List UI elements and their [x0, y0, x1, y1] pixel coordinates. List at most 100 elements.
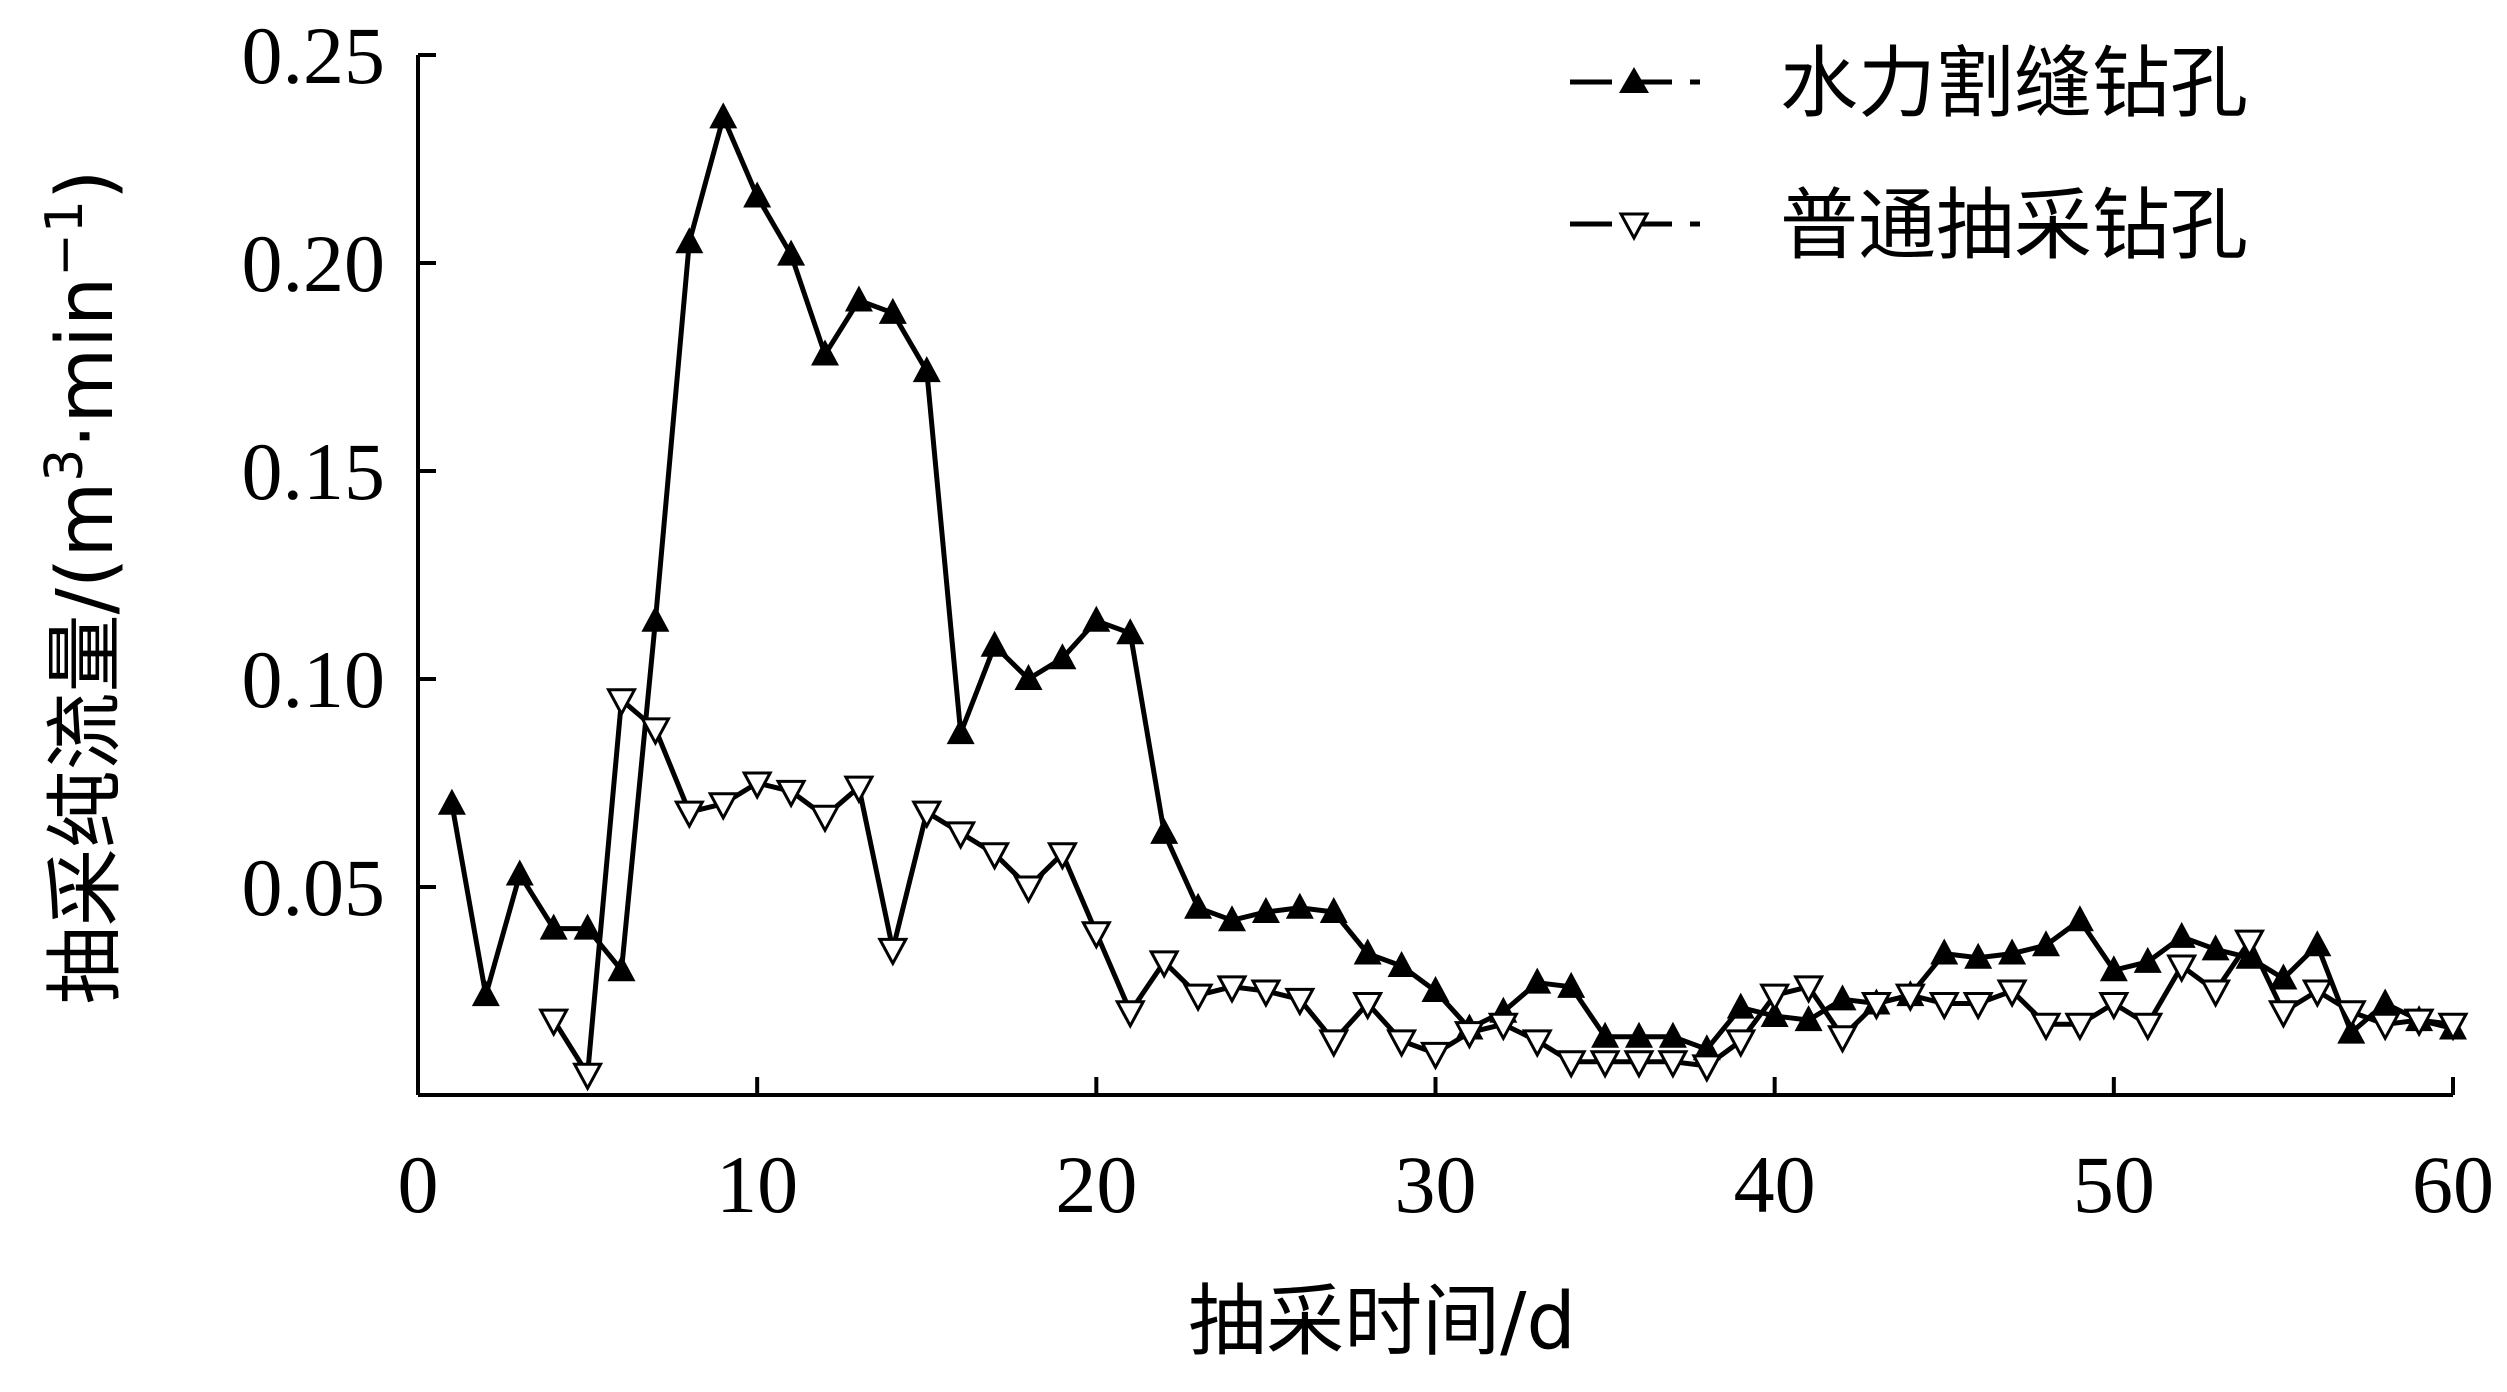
- y-tick-label: 0.25: [242, 10, 386, 101]
- series-2-point: [2064, 1012, 2096, 1042]
- series-2-point: [2200, 979, 2232, 1009]
- series-1-point: [607, 955, 636, 982]
- ticks: [416, 53, 2455, 1095]
- series-1-point: [2032, 930, 2060, 957]
- series-1-point: [2303, 930, 2332, 957]
- series-1-point: [1658, 1021, 1687, 1048]
- y-tick-label: 0.20: [242, 218, 386, 309]
- series-1-point: [1523, 967, 1552, 994]
- series-2-point: [2030, 1012, 2062, 1042]
- series-1-point: [471, 980, 500, 1007]
- x-tick-label: 50: [2073, 1139, 2155, 1230]
- series-2-point: [1453, 1021, 1485, 1050]
- series-1-point: [1828, 984, 1857, 1011]
- series-1-point: [1353, 938, 1382, 965]
- x-tick-label: 20: [1055, 1139, 1137, 1230]
- series-1-point: [1116, 618, 1145, 645]
- series-2-point: [2335, 1000, 2367, 1029]
- series-2-point: [1860, 991, 1892, 1021]
- series-1-point: [777, 239, 806, 266]
- legend-label-2: 普通抽采钻孔: [1780, 181, 2248, 271]
- series-2-point: [2403, 1008, 2435, 1038]
- series-2-point: [2233, 929, 2266, 959]
- y-tick-label: 0.05: [242, 842, 386, 933]
- series-1-point: [1625, 1021, 1653, 1048]
- series-2-point: [1318, 1029, 1350, 1059]
- x-axis-title: 抽采时间/d: [1188, 1277, 1576, 1367]
- y-tick-label: 0.15: [242, 426, 386, 517]
- series-1-point: [675, 227, 704, 254]
- series-2-point: [707, 792, 739, 821]
- series-1-point: [1218, 905, 1246, 932]
- tick-labels: 0 10 20 30 40 50 60 0.05 0.10 0.15 0.20 0.25: [242, 10, 2495, 1230]
- x-tick-label: 0: [398, 1139, 439, 1230]
- series-2-point: [809, 804, 841, 834]
- series-2-point: [605, 688, 638, 717]
- series-1-point: [2269, 963, 2298, 990]
- x-tick-label: 60: [2412, 1139, 2494, 1230]
- series-2-point: [538, 1008, 570, 1038]
- legend-item-hydraulic-slotting: 水力割缝钻孔: [1570, 39, 2248, 129]
- series-1-point: [2371, 988, 2400, 1015]
- series-1-point: [1557, 971, 1586, 998]
- legend-marker-hollow-triangle-icon: [1618, 212, 1650, 242]
- series-2-point: [2166, 954, 2198, 984]
- series-1-point: [1150, 817, 1179, 844]
- series-1-point: [1930, 938, 1959, 965]
- series-1-point: [1591, 1021, 1620, 1048]
- series-2-point: [1623, 1050, 1655, 1079]
- y-axis-title-mid: ·min: [41, 277, 131, 449]
- series-2-point: [1386, 1029, 1418, 1059]
- series-1-point: [811, 339, 839, 366]
- series-2-point: [1555, 1050, 1587, 1079]
- series-1-point: [1760, 1000, 1789, 1027]
- series-2-point: [775, 779, 807, 809]
- y-axis-title: 抽采纯流量/(m3·min−1): [35, 170, 131, 1005]
- series-2-point: [877, 937, 909, 967]
- series-2-point: [639, 717, 671, 747]
- series-2-point: [2437, 1012, 2469, 1042]
- series-1-point: [878, 297, 907, 324]
- series-1-point: [1048, 643, 1077, 670]
- legend-marker-filled-triangle-icon: [1619, 67, 1649, 93]
- series-2-point: [741, 771, 773, 801]
- x-tick-label: 10: [716, 1139, 798, 1230]
- series-1-point: [539, 913, 568, 940]
- x-tick-label: 30: [1395, 1139, 1477, 1230]
- series-2-point: [572, 1062, 604, 1092]
- series-2-point: [2132, 1012, 2164, 1042]
- series-2-point: [1419, 1041, 1452, 1071]
- y-axis-title-sup2: −1: [35, 200, 95, 277]
- series-1-point: [1251, 896, 1280, 923]
- series-2-point: [1148, 950, 1180, 980]
- series-2-point: [673, 800, 705, 830]
- x-tick-label: 40: [1734, 1139, 1816, 1230]
- series-2-point: [979, 842, 1011, 871]
- series-1-point: [1285, 892, 1314, 919]
- series-2-point: [2301, 979, 2333, 1009]
- series-2-point: [1996, 979, 2028, 1009]
- y-axis-title-suffix: ): [41, 170, 131, 200]
- series-1-point: [1964, 942, 1993, 969]
- series-1-point: [2065, 905, 2094, 932]
- series-2-point: [2098, 991, 2130, 1021]
- series-2-point: [1691, 1054, 1723, 1084]
- series-2-point: [1725, 1029, 1757, 1059]
- series-2-point: [2267, 1000, 2299, 1029]
- series-1-point: [2167, 921, 2196, 948]
- series-2-point: [1793, 975, 1825, 1004]
- series-1-point: [1082, 605, 1111, 632]
- series-1-point: [437, 788, 466, 815]
- series-2-point: [1250, 979, 1282, 1009]
- series-1-point: [2133, 946, 2162, 973]
- series-1-point: [980, 630, 1009, 657]
- series-1-point: [1319, 896, 1348, 923]
- series-2-point: [1657, 1050, 1689, 1079]
- series-1-point: [1998, 938, 2027, 965]
- legend-item-ordinary-drainage: 普通抽采钻孔: [1570, 181, 2248, 271]
- series-1-point: [1421, 976, 1450, 1002]
- series-1-point: [641, 605, 670, 632]
- series-2-point: [1352, 991, 1384, 1021]
- series-2-point: [1521, 1029, 1553, 1059]
- series-2-point: [1487, 1012, 1519, 1042]
